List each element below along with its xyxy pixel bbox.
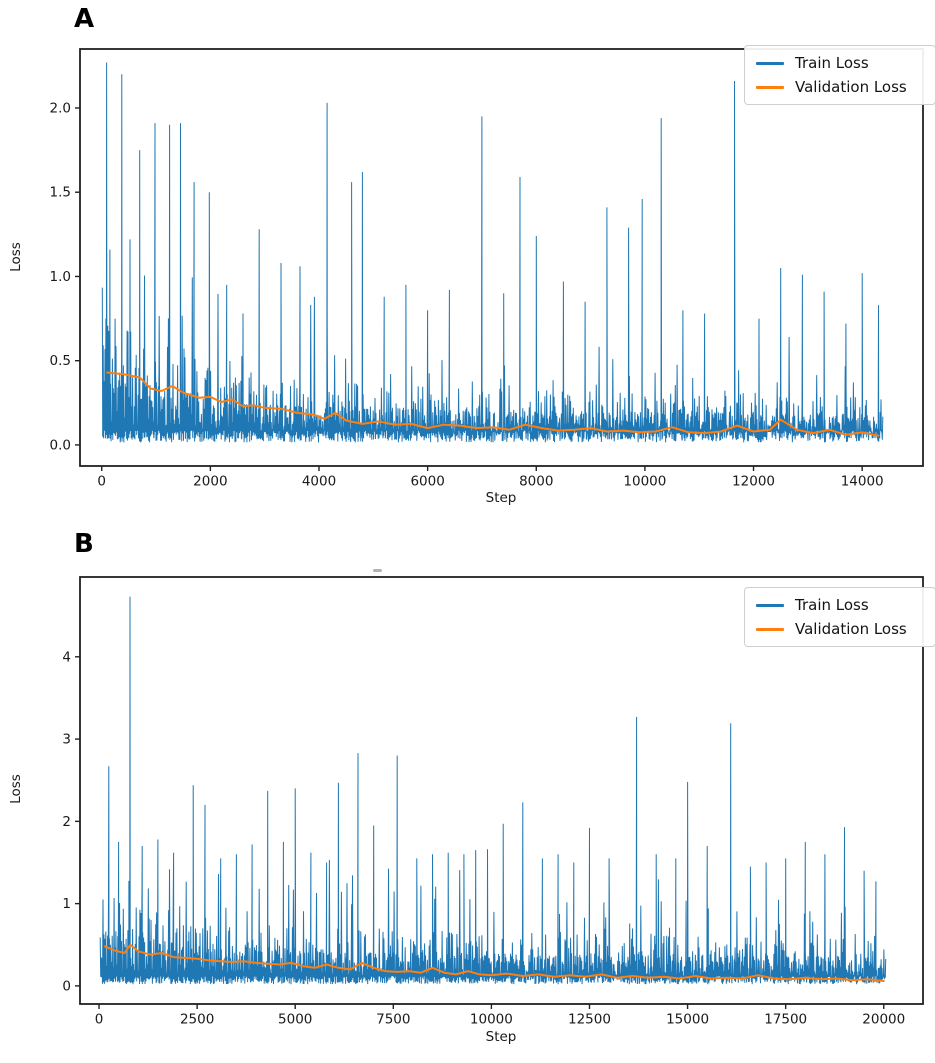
legend-item-validation: Validation Loss <box>756 619 924 639</box>
legend-train-label: Train Loss <box>795 54 869 72</box>
validation-loss-line <box>103 943 885 982</box>
x-tick-label: 0 <box>95 1012 104 1028</box>
x-tick-label: 20000 <box>862 1012 905 1028</box>
smudge-artifact <box>373 569 382 572</box>
panel-label-b: B <box>74 529 94 559</box>
x-tick-label: 14000 <box>841 474 884 490</box>
y-tick-label: 0.0 <box>50 437 71 453</box>
y-tick-label: 1.0 <box>50 269 71 285</box>
y-axis-label-b: Loss <box>8 774 24 804</box>
x-tick-label: 6000 <box>410 474 444 490</box>
x-tick-label: 2000 <box>193 474 227 490</box>
chart-B: 0 2500 5000 7500 10000 12500 15000 17500 20000 0 1… <box>62 576 924 1028</box>
x-tick-label: 15000 <box>666 1012 709 1028</box>
x-tick-label: 10000 <box>470 1012 513 1028</box>
validation-loss-swatch <box>756 85 784 89</box>
chart-A: 0 2000 4000 6000 8000 10000 12000 14000 0.0 0.5 1.… <box>50 48 924 490</box>
axes-spines <box>79 48 924 467</box>
train-loss-line <box>101 62 884 443</box>
x-axis-label-b: Step <box>485 1029 517 1045</box>
train-loss-swatch <box>756 61 784 65</box>
y-tick-label: 0.5 <box>50 353 71 369</box>
x-tick-label: 10000 <box>623 474 666 490</box>
x-tick-label: 12000 <box>732 474 775 490</box>
y-tick-label: 3 <box>62 732 71 748</box>
y-tick-label: 2 <box>62 814 71 830</box>
y-tick-label: 4 <box>62 649 71 665</box>
panel-label-a: A <box>74 4 95 34</box>
y-tick-label: 0 <box>62 978 71 994</box>
legend-item-validation: Validation Loss <box>756 77 924 97</box>
legend-validation-label: Validation Loss <box>795 78 907 96</box>
train-loss-line <box>99 596 887 985</box>
x-tick-label: 0 <box>97 474 106 490</box>
legend-b: Train Loss Validation Loss <box>744 587 935 647</box>
legend-item-train: Train Loss <box>756 595 924 615</box>
legend-validation-label: Validation Loss <box>795 620 907 638</box>
x-tick-label: 4000 <box>302 474 336 490</box>
legend-train-label: Train Loss <box>795 596 869 614</box>
x-tick-label: 2500 <box>180 1012 214 1028</box>
axes-spines <box>79 576 924 1005</box>
y-tick-label: 1 <box>62 896 71 912</box>
x-tick-label: 12500 <box>568 1012 611 1028</box>
y-tick-label: 1.5 <box>50 185 71 201</box>
legend-item-train: Train Loss <box>756 53 924 73</box>
x-tick-label: 8000 <box>519 474 553 490</box>
validation-loss-swatch <box>756 627 784 631</box>
validation-loss-line <box>106 371 880 437</box>
y-axis-label-a: Loss <box>8 242 24 272</box>
x-tick-label: 7500 <box>376 1012 410 1028</box>
legend-a: Train Loss Validation Loss <box>744 45 935 105</box>
x-axis-label-a: Step <box>485 490 517 506</box>
x-tick-label: 17500 <box>764 1012 807 1028</box>
y-tick-label: 2.0 <box>50 100 71 116</box>
x-tick-label: 5000 <box>278 1012 312 1028</box>
train-loss-swatch <box>756 603 784 607</box>
